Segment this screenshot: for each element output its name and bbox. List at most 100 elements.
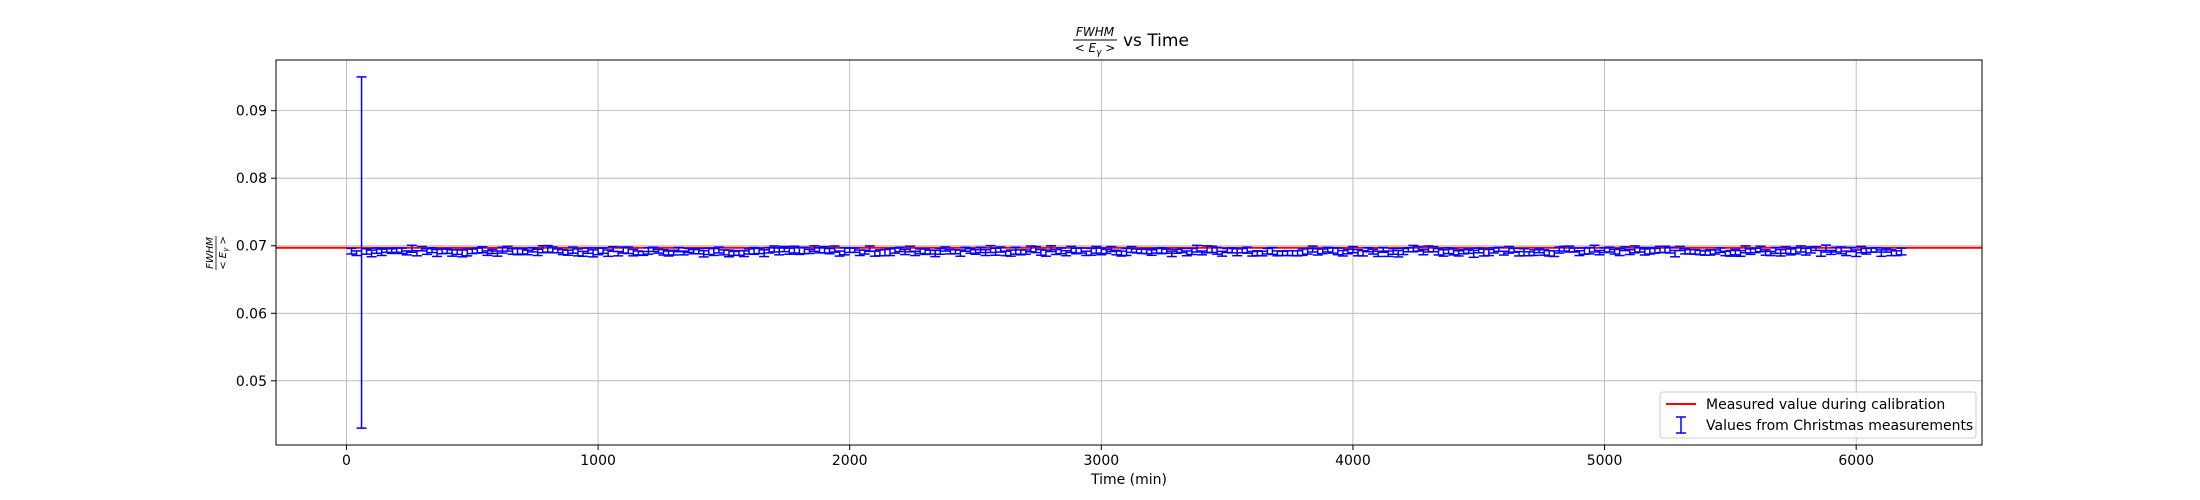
errorbar-point bbox=[1574, 249, 1585, 257]
legend-box bbox=[1659, 391, 1977, 439]
errorbar-point bbox=[1639, 248, 1650, 256]
errorbar-point bbox=[1851, 249, 1862, 258]
legend: Measured value during calibration Values… bbox=[1659, 391, 1977, 439]
errorbar-point bbox=[603, 249, 614, 258]
errorbar-point bbox=[1629, 245, 1640, 254]
errorbar-point bbox=[849, 247, 860, 254]
errorbar-point bbox=[990, 247, 1001, 256]
x-tick-label: 2000 bbox=[832, 453, 868, 469]
errorbar-point bbox=[1856, 245, 1867, 254]
errorbar-point bbox=[1750, 247, 1761, 254]
errorbar-point bbox=[713, 246, 724, 254]
title-suffix: vs Time bbox=[1123, 31, 1189, 51]
errorbar-point bbox=[1569, 247, 1580, 253]
errorbar-point bbox=[1227, 247, 1238, 254]
errorbar-point bbox=[1896, 247, 1907, 256]
errorbar-point bbox=[723, 249, 734, 258]
errorbar-point bbox=[1066, 245, 1077, 254]
errorbar-point bbox=[1846, 246, 1857, 253]
errorbar-point bbox=[492, 250, 503, 257]
errorbar-point bbox=[1166, 250, 1177, 258]
errorbar-point bbox=[889, 247, 900, 254]
errorbar-point bbox=[1061, 249, 1072, 257]
x-tick-label: 0 bbox=[342, 453, 351, 469]
errorbar-point bbox=[1191, 244, 1202, 253]
errorbar-point bbox=[1740, 245, 1751, 254]
errorbar-point bbox=[1428, 245, 1439, 253]
errorbar-point bbox=[739, 250, 750, 258]
errorbar-point bbox=[1030, 245, 1041, 254]
errorbar-point bbox=[532, 248, 543, 257]
errorbar-point bbox=[1358, 249, 1369, 257]
errorbar-point bbox=[809, 245, 820, 253]
errorbar-point bbox=[910, 250, 921, 257]
errorbar-point bbox=[562, 249, 573, 256]
errorbar-point bbox=[1503, 245, 1514, 254]
errorbar-point bbox=[774, 247, 785, 256]
errorbar-point bbox=[1186, 247, 1197, 256]
errorbar-point bbox=[1820, 244, 1831, 253]
errorbar-point bbox=[1267, 246, 1278, 256]
errorbar-point bbox=[1443, 247, 1454, 255]
errorbar-point bbox=[859, 249, 870, 255]
errorbar-point bbox=[658, 248, 669, 256]
errorbar-point bbox=[1589, 244, 1600, 253]
errorbar-point bbox=[1619, 246, 1630, 252]
y-tick-label: 0.09 bbox=[236, 104, 267, 120]
y-tick-label: 0.07 bbox=[236, 239, 267, 255]
errorbar-point bbox=[1106, 245, 1117, 253]
errorbar-point bbox=[567, 246, 578, 254]
title-fraction-denominator: < Eγ > bbox=[1075, 41, 1116, 58]
errorbar-point bbox=[1101, 248, 1112, 255]
errorbar-point bbox=[386, 248, 397, 255]
errorbar-point bbox=[1433, 247, 1444, 256]
errorbar-point bbox=[1141, 248, 1152, 255]
x-tick-label: 1000 bbox=[580, 453, 616, 469]
errorbar-point bbox=[613, 250, 624, 257]
errorbar-point bbox=[1176, 247, 1187, 254]
errorbar-point bbox=[1473, 247, 1484, 254]
errorbar-point bbox=[1604, 246, 1615, 253]
errorbar-point bbox=[1196, 250, 1207, 256]
y-tick-label: 0.08 bbox=[236, 171, 267, 187]
errorbar-point bbox=[502, 245, 513, 252]
errorbar-point bbox=[1871, 246, 1882, 253]
errorbar-point bbox=[1146, 249, 1157, 257]
errorbar-point bbox=[789, 245, 800, 254]
x-ticks: 0 1000 2000 3000 4000 5000 6000 bbox=[342, 445, 1874, 469]
errorbar-point bbox=[960, 246, 971, 252]
errorbar-point bbox=[1181, 250, 1192, 257]
errorbar-point bbox=[980, 248, 991, 257]
errorbar-point bbox=[1594, 249, 1605, 256]
errorbar-point bbox=[1785, 248, 1796, 256]
title-fraction-numerator: FWHM bbox=[1076, 25, 1115, 39]
errorbar-point bbox=[1710, 249, 1721, 255]
errorbar-point bbox=[623, 246, 634, 255]
errorbar-point bbox=[1045, 245, 1056, 253]
errorbar-point bbox=[940, 246, 951, 252]
errorbar-point bbox=[1342, 248, 1353, 255]
errorbar-point bbox=[1363, 247, 1374, 253]
errorbar-point bbox=[1111, 249, 1122, 256]
errorbar-point bbox=[1876, 249, 1887, 258]
errorbar-point bbox=[1413, 245, 1424, 252]
errorbar-point bbox=[376, 248, 387, 257]
x-axis-label: Time (min) bbox=[1090, 472, 1167, 488]
errorbar-point bbox=[1795, 245, 1806, 253]
errorbar-point bbox=[804, 248, 815, 255]
errorbar-point bbox=[829, 245, 840, 253]
errorbar-point bbox=[1388, 247, 1399, 255]
errorbar-point bbox=[457, 249, 468, 258]
errorbar-point bbox=[371, 247, 382, 254]
errorbar-point bbox=[1770, 246, 1781, 255]
errorbar-point bbox=[1675, 245, 1686, 252]
errorbar-point bbox=[416, 245, 427, 252]
errorbar-point bbox=[779, 245, 790, 253]
errorbar-point bbox=[427, 247, 438, 254]
errorbar-point bbox=[1483, 248, 1494, 257]
errorbar-point bbox=[1086, 247, 1097, 256]
errorbar-point bbox=[522, 249, 533, 256]
errorbar-point bbox=[935, 247, 946, 255]
errorbar-series bbox=[346, 76, 1907, 429]
